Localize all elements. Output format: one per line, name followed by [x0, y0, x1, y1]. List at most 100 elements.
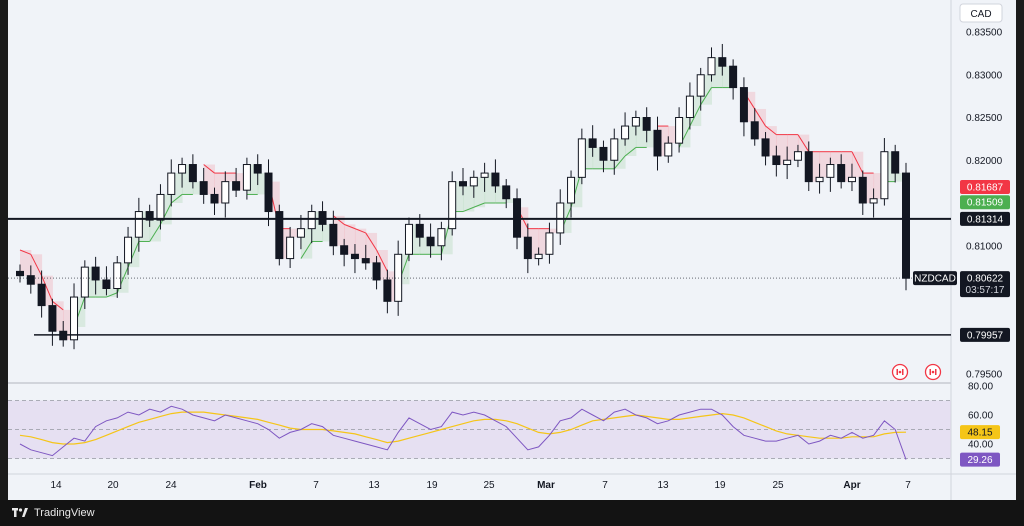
bar-countdown: 03:57:17 [966, 285, 1005, 296]
supertrend-lower-price: 0.81509 [967, 198, 1004, 209]
supertrend-cloud-segment [495, 185, 507, 203]
candle [599, 140, 608, 173]
supertrend-cloud-segment [711, 57, 723, 88]
rsi-value-tag: 29.26 [960, 452, 1000, 467]
supertrend-cloud-segment [571, 177, 583, 208]
supertrend-cloud-segment [603, 160, 615, 169]
supertrend-cloud-segment [408, 224, 421, 255]
supertrend-cloud-segment [20, 250, 32, 276]
candle [232, 167, 241, 198]
supertrend-cloud-segment [225, 173, 237, 182]
candle [26, 265, 35, 294]
rsi-tick-label: 80.00 [968, 382, 993, 393]
supertrend-cloud-segment [754, 108, 767, 139]
candle [264, 159, 273, 227]
candle [685, 82, 694, 130]
supertrend-cloud-segment [192, 181, 205, 195]
rsi-ma-line [19, 411, 907, 445]
candle [610, 128, 619, 175]
rsi-ma-tag: 48.15 [960, 425, 1000, 440]
supertrend-segment [52, 300, 64, 311]
candle [664, 136, 673, 163]
candle [588, 125, 597, 157]
supertrend-segment [170, 194, 183, 204]
candle [448, 171, 457, 236]
candle [793, 144, 802, 168]
supertrend-cloud-segment [149, 220, 161, 242]
supertrend-cloud-segment [430, 245, 442, 255]
brand-name: TradingView [34, 507, 95, 519]
supertrend-segment [333, 215, 345, 225]
candle [307, 204, 316, 244]
supertrend-segment [624, 147, 637, 157]
supertrend-cloud-segment [203, 164, 215, 195]
price-axis[interactable]: 0.83500 0.83000 0.82500 0.82000 0.81000 0.795… [966, 28, 1003, 381]
candle [739, 77, 748, 137]
time-tick-label: 14 [50, 480, 62, 491]
candle [102, 266, 111, 296]
supertrend-cloud-segment [765, 126, 777, 156]
supertrend-cloud-segment [679, 117, 691, 148]
candle [480, 162, 489, 192]
canada-flag-icon[interactable] [891, 363, 909, 381]
rsi-axis[interactable]: 80.00 60.00 40.00 [968, 382, 993, 451]
supertrend-cloud-segment [851, 151, 864, 178]
candle [783, 146, 792, 180]
candle [426, 223, 435, 258]
supertrend-cloud-segment [592, 147, 604, 169]
currency-box[interactable] [959, 3, 1003, 23]
candle [502, 179, 511, 209]
supertrend-segment [149, 224, 161, 242]
supertrend-cloud-segment [862, 173, 875, 203]
main-pane[interactable] [8, 0, 951, 380]
supertrend-upper-tag: 0.81687 [960, 180, 1010, 195]
chart-canvas[interactable]: CAD 0.835000.830000.825000.820000.810000… [8, 0, 1016, 500]
supertrend-cloud-segment [635, 117, 648, 148]
supertrend-cloud-segment [354, 228, 367, 259]
candle [729, 59, 738, 100]
supertrend-cloud-segment [257, 173, 270, 195]
candle [750, 108, 759, 146]
candle [675, 107, 684, 153]
supertrend-cloud-segment [95, 279, 107, 298]
supertrend-segment [700, 87, 712, 105]
supertrend-cloud-segment [646, 130, 658, 148]
supertrend-cloud-segment [30, 254, 43, 285]
supertrend-cloud-segment [322, 224, 334, 242]
candle [869, 188, 878, 218]
candle [167, 159, 176, 207]
supertrend-cloud-segment [549, 228, 561, 233]
rsi-tick-label: 60.00 [968, 411, 993, 422]
candle [459, 167, 467, 196]
canada-flag-icon[interactable] [924, 363, 942, 381]
rsi-value: 29.26 [967, 455, 992, 466]
supertrend-cloud-segment [138, 211, 151, 242]
supertrend-cloud-segment [128, 237, 140, 268]
supertrend-cloud-segment [387, 271, 399, 302]
supertrend-segment [678, 125, 691, 148]
supertrend-cloud-segment [808, 151, 821, 182]
level-1-price: 0.81314 [967, 214, 1004, 225]
candle [253, 154, 262, 186]
price-tick-label: 0.82500 [966, 113, 1003, 124]
time-tick-label: Apr [843, 480, 860, 491]
supertrend-cloud-segment [776, 134, 788, 165]
candle [826, 157, 835, 192]
supertrend-cloud-segment [614, 138, 626, 169]
supertrend-segment [160, 202, 172, 225]
rsi-tick-label: 40.00 [968, 440, 993, 451]
supertrend-cloud-segment [419, 237, 432, 255]
supertrend-cloud-segment [473, 177, 486, 208]
candle [275, 204, 284, 266]
time-axis[interactable]: 14 20 24 Feb 7 13 19 25 Mar 7 13 19 25 Apr 7 [50, 480, 911, 491]
supertrend-segment [376, 249, 388, 272]
candle [286, 226, 295, 268]
tradingview-brand[interactable]: TradingView [12, 507, 95, 519]
supertrend-segment [30, 254, 43, 276]
time-tick-label: 7 [905, 480, 911, 491]
supertrend-segment [41, 275, 53, 302]
time-tick-label: 25 [772, 480, 784, 491]
candle [221, 171, 230, 218]
time-tick-label: Feb [249, 480, 267, 491]
supertrend-cloud-segment [884, 151, 896, 182]
